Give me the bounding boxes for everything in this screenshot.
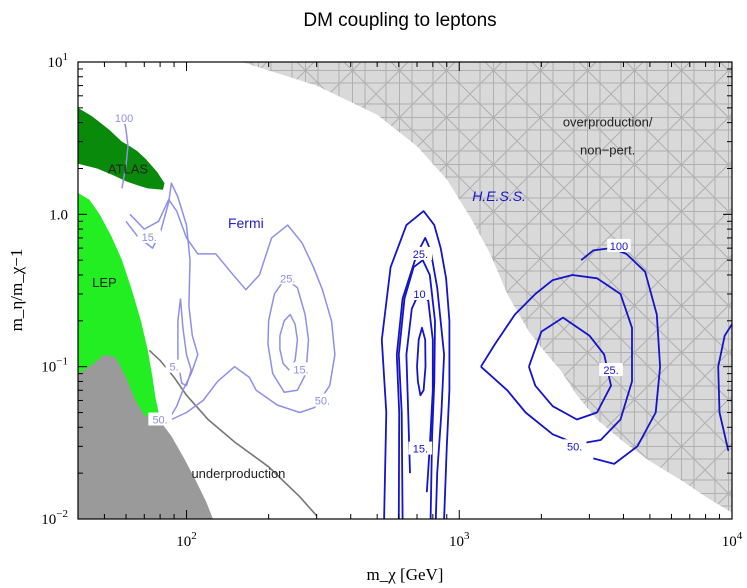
contour-label-bg <box>112 110 136 124</box>
fermi-contour-3 <box>129 198 336 421</box>
underproduction-region <box>78 354 213 519</box>
hess-contour-6 <box>480 274 633 445</box>
contour-label-8: 10 <box>413 289 425 301</box>
hess-contour-4 <box>380 210 451 519</box>
contour-label-4: 25. <box>280 273 295 285</box>
fermi-contour-5 <box>279 313 299 371</box>
contour-label-2: 5. <box>169 362 178 374</box>
chart-title: DM coupling to leptons <box>303 10 496 31</box>
hess-contour-2 <box>416 326 427 397</box>
hess-contour-3 <box>397 259 436 519</box>
lep-label: LEP <box>92 275 117 290</box>
fermi-label: Fermi <box>228 215 264 231</box>
contour-label-bg <box>408 441 433 455</box>
y-tick-label: 10−2 <box>41 508 68 528</box>
contour-label-12: 50. <box>567 441 582 453</box>
contour-label-bg <box>275 271 300 285</box>
regions-layer <box>78 62 732 519</box>
contour-label-bg <box>599 363 623 377</box>
contour-label-1: 15. <box>142 232 157 244</box>
contour-label-5: 15. <box>293 364 308 376</box>
contour-label-bg <box>137 229 162 243</box>
contour-label-0: 100 <box>115 113 133 125</box>
chart-labels: 100 15. 5. 50. 25. 15. 50. 25. 10 15. 100 25. 50. ATL… <box>41 51 742 550</box>
x-tick-label: 104 <box>722 530 743 550</box>
contour-label-6: 50. <box>315 395 330 407</box>
overproduction-label-line-0: overproduction/ <box>563 115 653 130</box>
fermi-contour-2 <box>177 298 192 387</box>
hess-contour-5 <box>528 316 612 421</box>
contour-label-bg <box>408 246 433 260</box>
y-tick-label: 1.0 <box>49 207 68 223</box>
contour-label-bg <box>310 393 335 407</box>
contour-label-7: 25. <box>413 249 428 261</box>
underproduction-label: underproduction <box>191 466 285 481</box>
contour-label-bg <box>562 439 587 453</box>
relic-line <box>148 349 318 517</box>
contour-label-bg <box>289 362 313 376</box>
y-axis-title: m_η/m_χ−1 <box>7 249 26 332</box>
atlas-region <box>78 107 165 190</box>
contour-label-9: 15. <box>413 444 428 456</box>
overproduction-label-line-1: non−pert. <box>580 143 635 158</box>
contour-label-3: 50. <box>152 414 167 426</box>
contour-label-10: 100 <box>610 241 628 253</box>
contour-label-bg <box>148 412 172 426</box>
plot-area <box>78 62 732 519</box>
contour-label-bg <box>607 238 631 252</box>
contour-label-bg <box>165 359 183 373</box>
x-tick-label: 102 <box>176 530 197 550</box>
hess-label: H.E.S.S. <box>472 188 526 204</box>
hess-contour-8 <box>717 323 732 452</box>
contour-label-bg <box>411 286 429 300</box>
x-tick-label: 103 <box>449 530 470 550</box>
atlas-label: ATLAS <box>108 161 149 176</box>
x-axis-title: m_χ [GeV] <box>367 565 444 584</box>
hess-contour-0 <box>395 237 445 519</box>
plot-frame <box>77 61 733 520</box>
overproduction-hatch <box>242 62 732 513</box>
y-tick-label: 10−1 <box>41 356 68 376</box>
contour-label-11: 25. <box>603 365 618 377</box>
axis-ticks <box>77 61 733 520</box>
hess-contour-7 <box>580 247 661 465</box>
y-tick-label: 101 <box>48 51 69 71</box>
